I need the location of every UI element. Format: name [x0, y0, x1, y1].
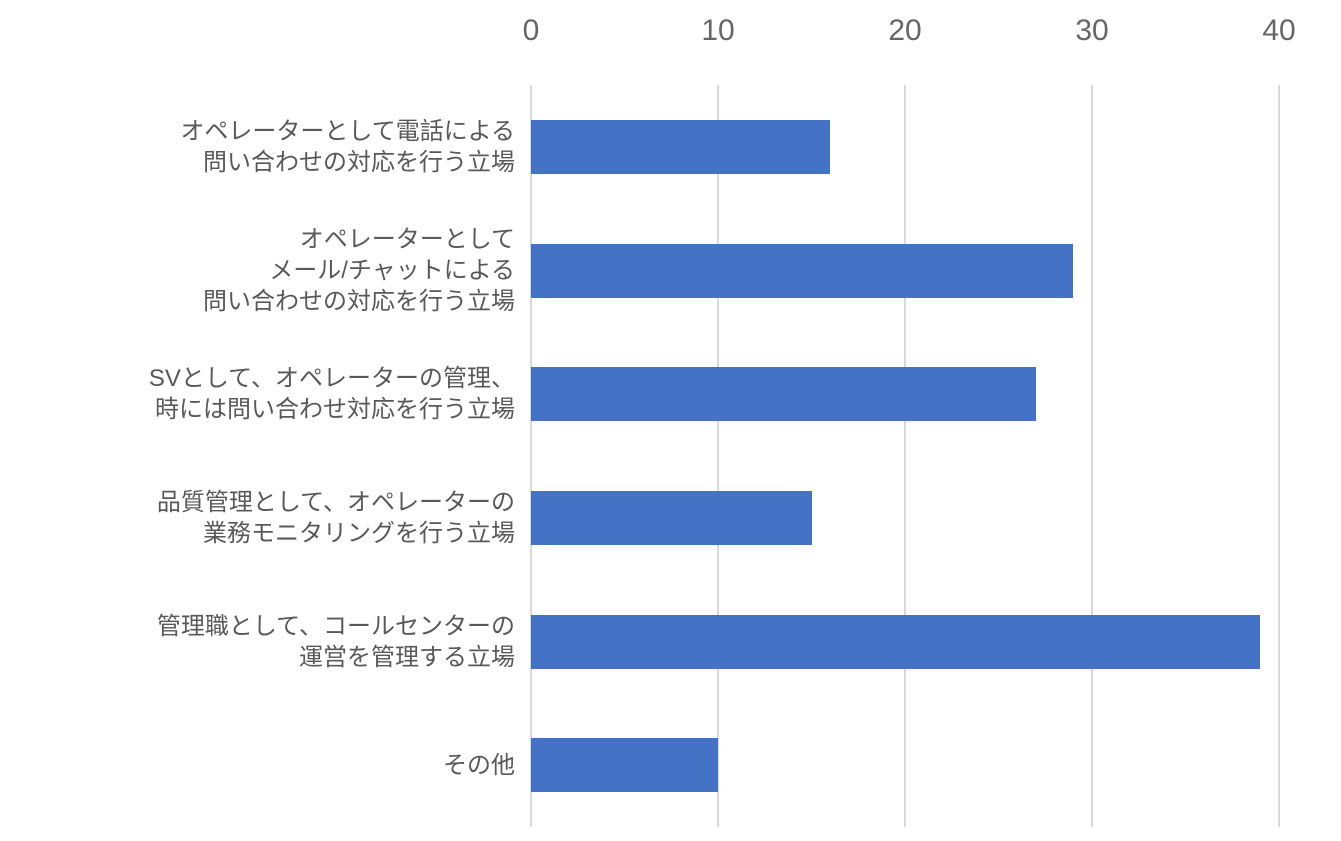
x-axis: 0 10 20 30 40	[0, 0, 1341, 60]
gridline	[717, 85, 719, 827]
bar	[531, 490, 812, 545]
category-label: SVとして、オペレーターの管理、 時には問い合わせ対応を行う立場	[148, 365, 515, 424]
bar-row: SVとして、オペレーターの管理、 時には問い合わせ対応を行う立場	[0, 332, 1341, 456]
bar-track	[531, 703, 1279, 827]
x-tick-label: 20	[888, 14, 922, 47]
bar-track	[531, 85, 1279, 209]
bar	[531, 738, 718, 793]
bar-row: オペレーターとして メール/チャットによる 問い合わせの対応を行う立場	[0, 209, 1341, 333]
gridline	[530, 85, 532, 827]
category-label: オペレーターとして メール/チャットによる 問い合わせの対応を行う立場	[203, 226, 515, 315]
bar-row: 品質管理として、オペレーターの 業務モニタリングを行う立場	[0, 456, 1341, 580]
bar-row: 管理職として、コールセンターの 運営を管理する立場	[0, 580, 1341, 704]
bar	[531, 614, 1261, 669]
bar-row: その他	[0, 703, 1341, 827]
bar-track	[531, 580, 1279, 704]
x-tick-label: 0	[522, 14, 540, 47]
bar-track	[531, 209, 1279, 333]
x-tick-label: 10	[701, 14, 735, 47]
bar-row: オペレーターとして電話による 問い合わせの対応を行う立場	[0, 85, 1341, 209]
bar-track	[531, 456, 1279, 580]
gridline	[1091, 85, 1093, 827]
bar-track	[531, 332, 1279, 456]
category-label: 管理職として、コールセンターの 運営を管理する立場	[156, 612, 515, 671]
category-label: オペレーターとして電話による 問い合わせの対応を行う立場	[180, 117, 515, 176]
category-label: その他	[443, 751, 515, 779]
x-tick-label: 30	[1075, 14, 1109, 47]
gridline	[1278, 85, 1280, 827]
bar	[531, 119, 831, 174]
gridline	[904, 85, 906, 827]
bar	[531, 367, 1036, 422]
bar	[531, 243, 1074, 298]
category-label: 品質管理として、オペレーターの 業務モニタリングを行う立場	[156, 488, 515, 547]
x-tick-label: 40	[1262, 14, 1296, 47]
plot-area: オペレーターとして電話による 問い合わせの対応を行う立場オペレーターとして メー…	[0, 85, 1341, 827]
